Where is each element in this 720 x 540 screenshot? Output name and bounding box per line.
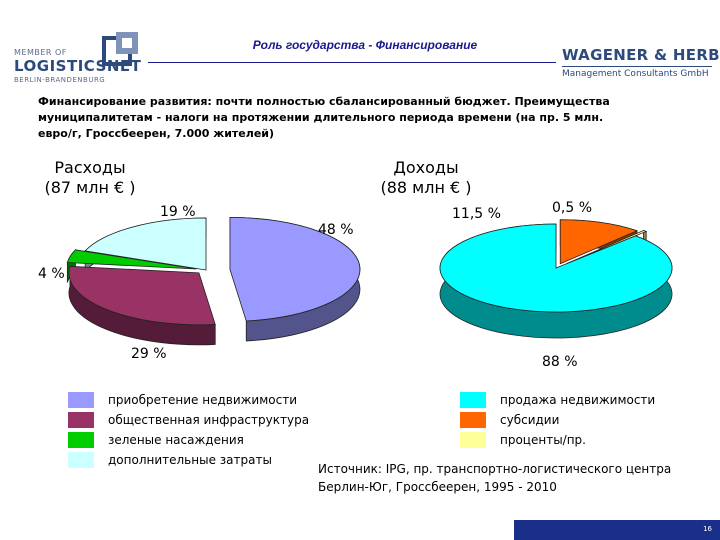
legend-label: дополнительные затраты xyxy=(108,453,272,467)
slide-subtitle: Финансирование развития: почти полностью… xyxy=(38,94,678,142)
logo-left-line1: MEMBER OF xyxy=(14,48,67,57)
expenses-slice-label-additional: 19 % xyxy=(160,204,196,220)
logisticsnet-logo: MEMBER OF LOGISTICSNET BERLIN-BRANDENBUR… xyxy=(14,30,154,90)
legend-swatch xyxy=(68,452,94,468)
subtitle-line-1: Финансирование развития: почти полностью… xyxy=(38,95,610,108)
legend-swatch xyxy=(68,412,94,428)
legend-swatch xyxy=(460,432,486,448)
expenses-slice-a xyxy=(229,216,361,322)
logo-left-line3: BERLIN-BRANDENBURG xyxy=(14,76,106,84)
legend-label: продажа недвижимости xyxy=(500,393,656,407)
subtitle-line-2: муниципалитетам - налоги на протяжении д… xyxy=(38,111,604,124)
legend-item: дополнительные затраты xyxy=(68,450,309,470)
legend-label: зеленые насаждения xyxy=(108,433,244,447)
revenue-legend: продажа недвижимости субсидии проценты/п… xyxy=(460,390,655,450)
expenses-chart-title: Расходы (87 млн € ) xyxy=(22,158,158,198)
legend-swatch xyxy=(68,432,94,448)
legend-item: субсидии xyxy=(460,410,655,430)
revenue-slice-label-interest: 0,5 % xyxy=(552,200,593,216)
legend-item: приобретение недвижимости xyxy=(68,390,309,410)
subtitle-line-3: евро/г, Гроссбеерен, 7.000 жителей) xyxy=(38,127,275,140)
source-line-2: Берлин-Юг, Гроссбеерен, 1995 - 2010 xyxy=(318,480,557,494)
legend-item: проценты/пр. xyxy=(460,430,655,450)
source-note: Источник: IPG, пр. транспортно-логистиче… xyxy=(318,460,671,496)
expenses-title-line2: (87 млн € ) xyxy=(44,178,136,197)
legend-swatch xyxy=(68,392,94,408)
source-line-1: Источник: IPG, пр. транспортно-логистиче… xyxy=(318,462,672,476)
legend-label: проценты/пр. xyxy=(500,433,586,447)
expenses-slice-d xyxy=(84,217,207,271)
expenses-pie xyxy=(66,216,361,346)
legend-label: приобретение недвижимости xyxy=(108,393,298,407)
expenses-slice-b xyxy=(68,265,216,326)
title-divider xyxy=(148,62,556,63)
logo-right-rule xyxy=(562,66,712,67)
expenses-slice-label-infrastructure: 29 % xyxy=(131,346,167,362)
legend-item: зеленые насаждения xyxy=(68,430,309,450)
wagener-herbst-logo: WAGENER & HERBST Management Consultants … xyxy=(562,46,720,79)
legend-item: продажа недвижимости xyxy=(460,390,655,410)
expenses-slice-label-green: 4 % xyxy=(38,266,65,282)
revenue-slice-b xyxy=(559,219,639,265)
revenue-slice-c xyxy=(566,230,648,264)
logisticsnet-logo-mark xyxy=(102,32,138,66)
logo-left-line2: LOGISTICSNET xyxy=(14,57,142,75)
expenses-slice-label-real-estate: 48 % xyxy=(318,222,354,238)
expenses-title-line1: Расходы xyxy=(54,158,126,177)
legend-swatch xyxy=(460,392,486,408)
revenue-title-line2: (88 млн € ) xyxy=(380,178,472,197)
revenue-slice-label-subsidies: 11,5 % xyxy=(452,206,501,222)
revenue-pie xyxy=(439,219,673,339)
expenses-slice-c xyxy=(66,249,197,270)
expenses-legend: приобретение недвижимости общественная и… xyxy=(68,390,309,470)
logo-right-name: WAGENER & HERBST xyxy=(562,46,720,64)
revenue-title-line1: Доходы xyxy=(393,158,459,177)
legend-item: общественная инфраструктура xyxy=(68,410,309,430)
footer-bar: 16 xyxy=(514,520,720,540)
logo-right-subtitle: Management Consultants GmbH xyxy=(562,69,709,79)
legend-label: субсидии xyxy=(500,413,560,427)
legend-label: общественная инфраструктура xyxy=(108,413,310,427)
page-number: 16 xyxy=(703,525,712,533)
revenue-slice-label-property-sales: 88 % xyxy=(542,354,578,370)
page-title: Роль государства - Финансирование xyxy=(252,38,478,52)
revenue-slice-a xyxy=(439,223,673,313)
legend-swatch xyxy=(460,412,486,428)
revenue-chart-title: Доходы (88 млн € ) xyxy=(358,158,494,198)
